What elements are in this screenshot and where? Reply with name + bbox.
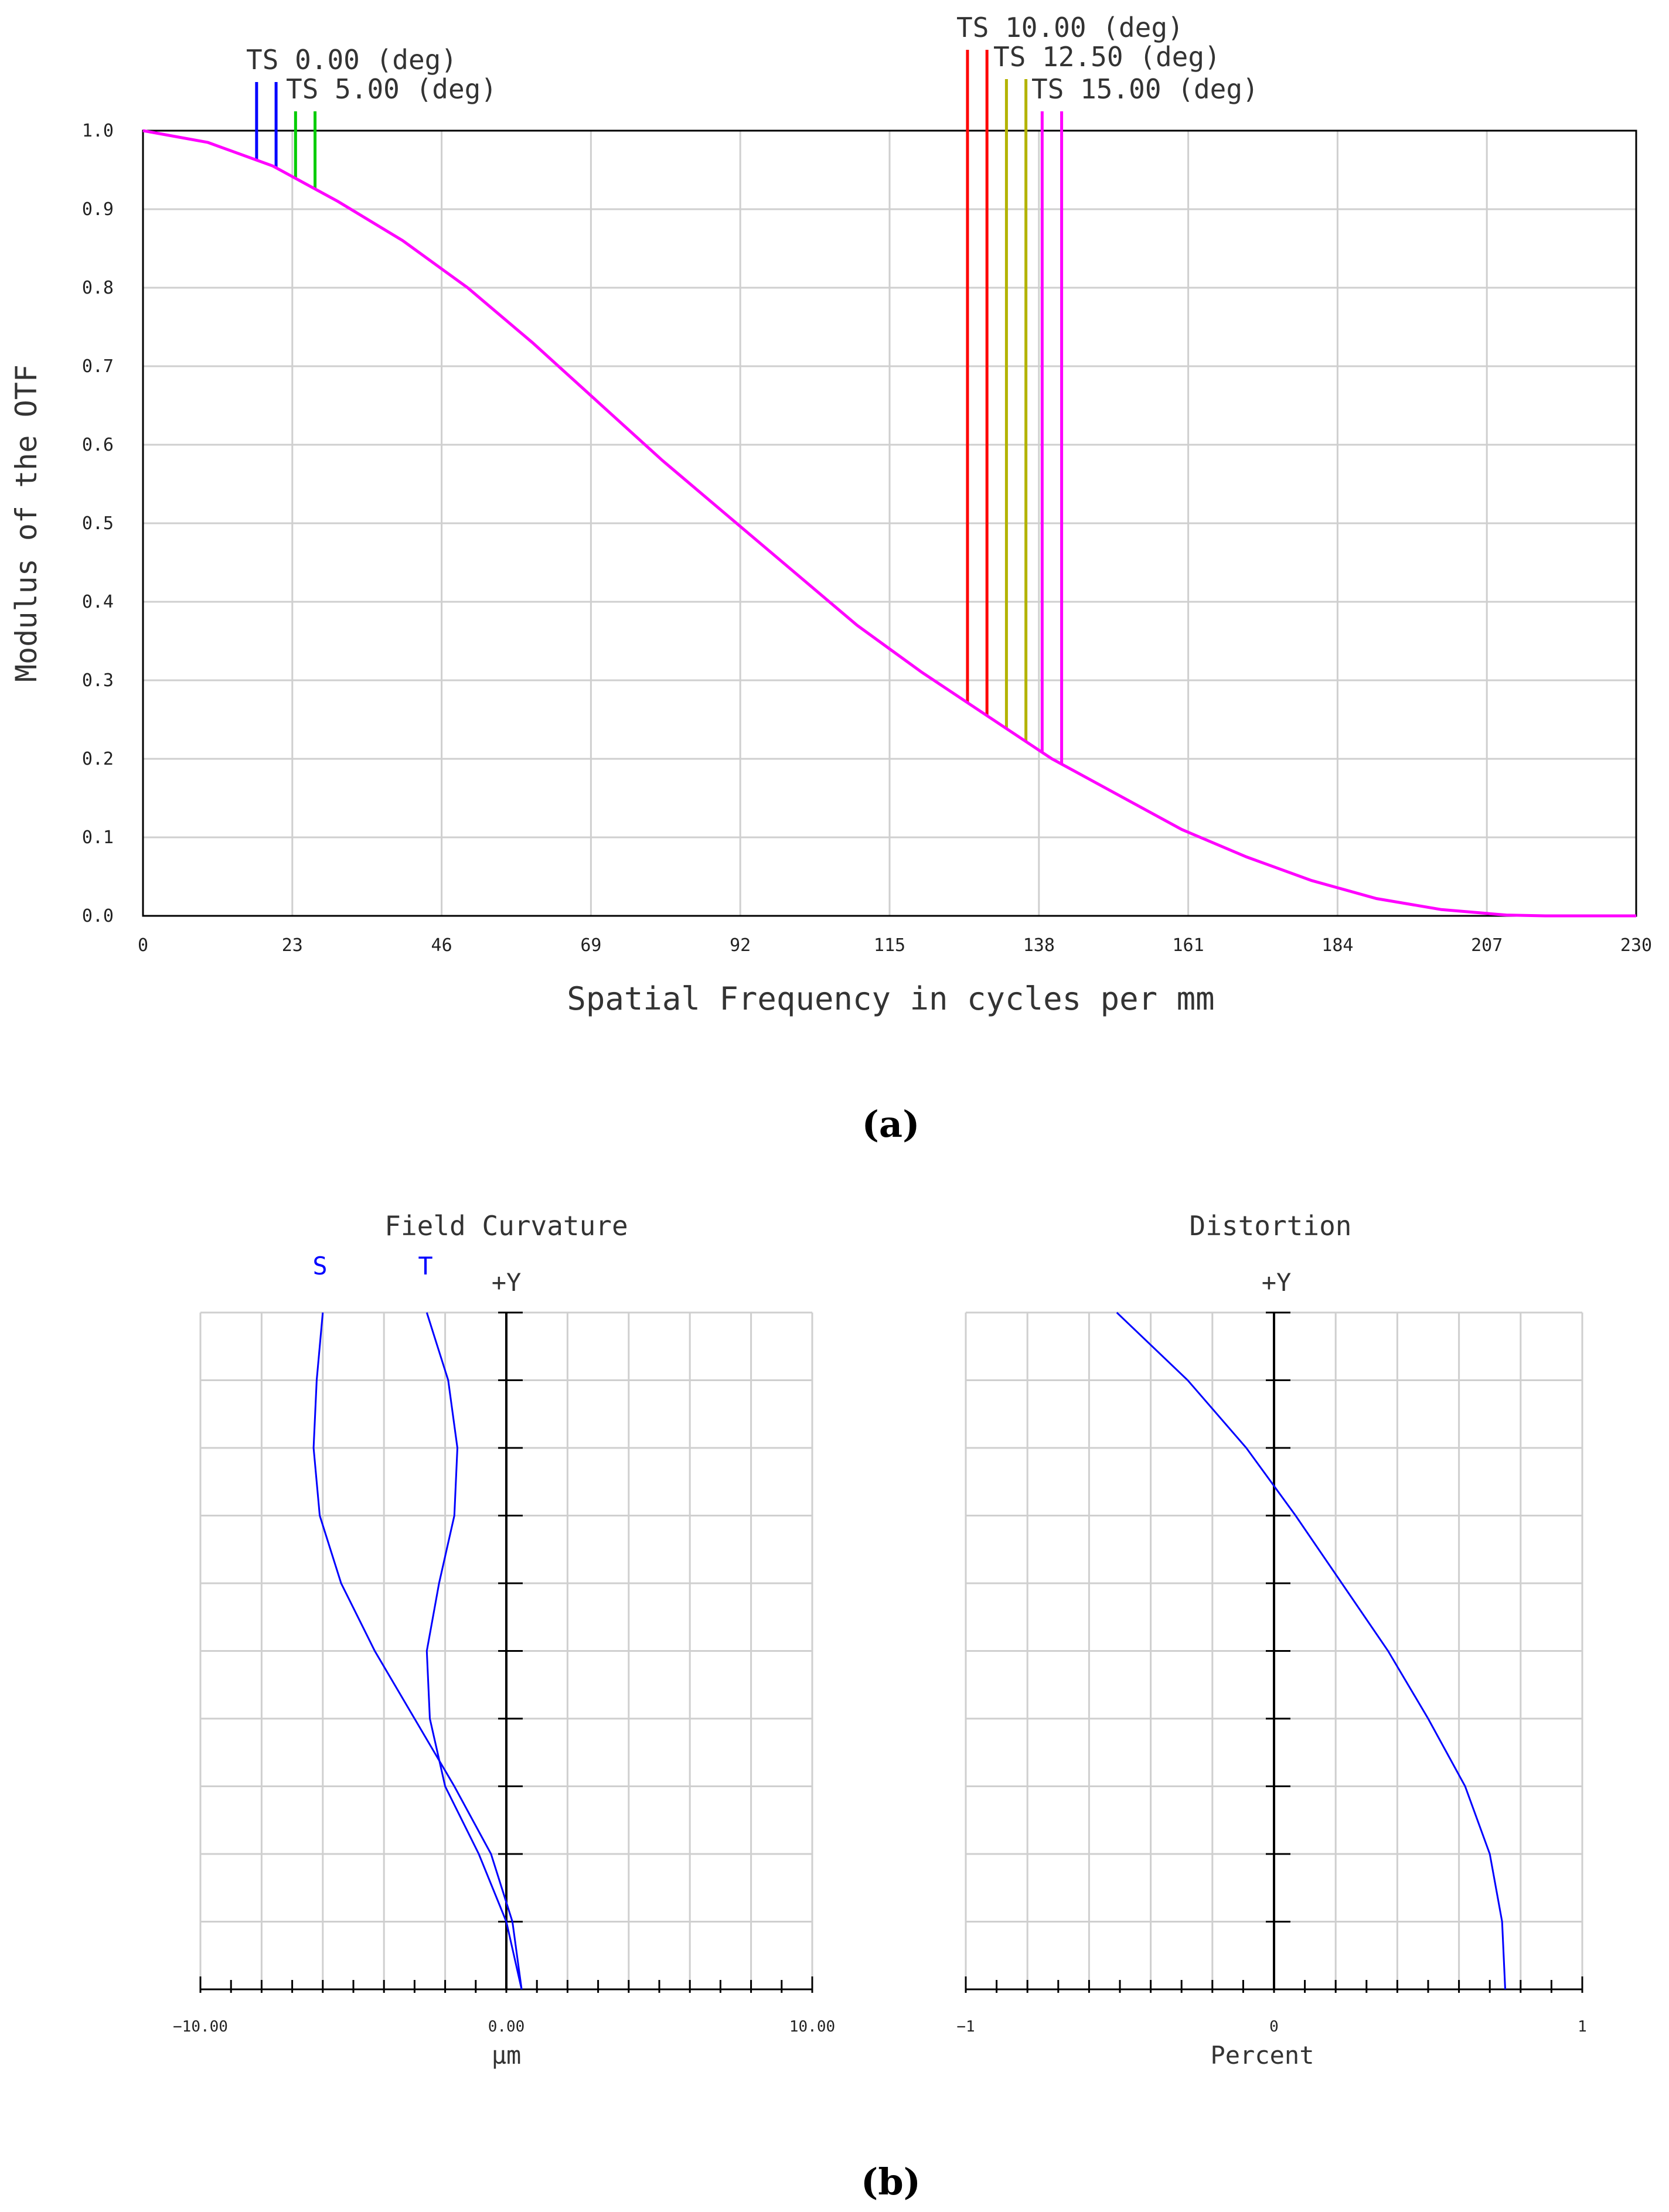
mtf-plot-frame <box>142 129 1637 917</box>
mtf-curve <box>142 129 1636 918</box>
mtf-y-tick: 0.1 <box>82 827 114 848</box>
mtf-y-axis-label: Modulus of the OTF <box>9 364 43 682</box>
mtf-field-marker-labels: TS 0.00 (deg)TS 5.00 (deg) TS 10.00 (deg)… <box>246 12 1259 105</box>
mtf-field-marker-label: TS 15.00 (deg) <box>1031 73 1259 105</box>
field-curvature-curve-s <box>312 1312 523 1990</box>
distortion-curve <box>1116 1311 1506 1990</box>
mtf-x-tick: 184 <box>1321 935 1353 956</box>
field-curvature-grid <box>199 1311 813 1993</box>
mtf-y-tick: 1.0 <box>82 121 114 141</box>
mtf-chart: 0 23 46 69 92 115 138 161 184 207 230 0.0 0.1 0.2 0.3… <box>9 12 1652 1146</box>
mtf-field-marker-label: TS 12.50 (deg) <box>993 41 1221 73</box>
mtf-field-markers <box>255 50 1064 765</box>
mtf-x-tick: 161 <box>1173 935 1204 956</box>
caption-a: (a) <box>862 1103 920 1146</box>
mtf-y-tick: 0.4 <box>82 592 114 612</box>
series-label-t: T <box>418 1252 432 1280</box>
mtf-y-tick: 0.2 <box>82 749 114 769</box>
mtf-x-tick: 230 <box>1620 935 1652 956</box>
mtf-x-tick: 0 <box>138 935 148 956</box>
series-label-s: S <box>312 1252 327 1280</box>
mtf-x-tick: 138 <box>1023 935 1055 956</box>
distortion-y-label: +Y <box>1262 1268 1292 1297</box>
distortion-x-tick: 0 <box>1269 2018 1279 2036</box>
mtf-y-tick: 0.9 <box>82 199 114 220</box>
field-curvature-title: Field Curvature <box>384 1210 628 1242</box>
field-curvature-x-axis-label: µm <box>492 2041 522 2070</box>
mtf-grid <box>142 129 1637 917</box>
field-curvature-x-tick: −10.00 <box>173 2018 228 2036</box>
mtf-x-tick: 23 <box>282 935 303 956</box>
mtf-y-tick: 0.5 <box>82 513 114 534</box>
mtf-x-tick: 46 <box>431 935 452 956</box>
field-curvature-x-tick: 10.00 <box>789 2018 835 2036</box>
distortion-x-tick-labels: −1 0 1 <box>956 2018 1586 2036</box>
distortion-x-tick: −1 <box>956 2018 975 2036</box>
distortion-grid <box>965 1311 1583 1993</box>
mtf-x-tick: 69 <box>580 935 601 956</box>
field-curvature-chart: Field Curvature +Y S T −10.00 0.00 10.00 µ… <box>173 1210 835 2070</box>
mtf-x-tick: 115 <box>874 935 905 956</box>
distortion-x-axis-label: Percent <box>1210 2041 1314 2070</box>
field-curvature-x-tick-labels: −10.00 0.00 10.00 <box>173 2018 835 2036</box>
mtf-field-marker-label: TS 5.00 (deg) <box>286 73 497 105</box>
caption-b: (b) <box>861 2160 921 2203</box>
mtf-y-tick: 0.8 <box>82 278 114 298</box>
distortion-title: Distortion <box>1190 1210 1352 1242</box>
distortion-chart: Distortion +Y −1 0 1 Percent (b) <box>861 1210 1587 2203</box>
mtf-y-tick: 0.6 <box>82 435 114 455</box>
field-curvature-curve-t <box>425 1312 523 1990</box>
mtf-x-tick: 207 <box>1471 935 1503 956</box>
mtf-field-marker-label: TS 10.00 (deg) <box>956 12 1184 43</box>
mtf-x-axis-label: Spatial Frequency in cycles per mm <box>567 980 1214 1017</box>
mtf-series <box>142 129 1636 918</box>
mtf-x-tick: 92 <box>730 935 751 956</box>
mtf-y-tick: 0.7 <box>82 356 114 377</box>
distortion-x-tick: 1 <box>1578 2018 1587 2036</box>
mtf-field-marker-label: TS 0.00 (deg) <box>246 44 457 76</box>
mtf-x-tick-labels: 0 23 46 69 92 115 138 161 184 207 230 <box>138 935 1652 956</box>
distortion-series <box>1116 1311 1506 1990</box>
mtf-y-tick: 0.3 <box>82 670 114 691</box>
field-curvature-series <box>312 1312 523 1990</box>
field-curvature-y-label: +Y <box>492 1268 522 1297</box>
field-curvature-x-tick: 0.00 <box>488 2018 525 2036</box>
mtf-y-tick-labels: 0.0 0.1 0.2 0.3 0.4 0.5 0.6 0.7 0.8 0.9 1.0 <box>82 121 114 926</box>
mtf-y-tick: 0.0 <box>82 906 114 926</box>
